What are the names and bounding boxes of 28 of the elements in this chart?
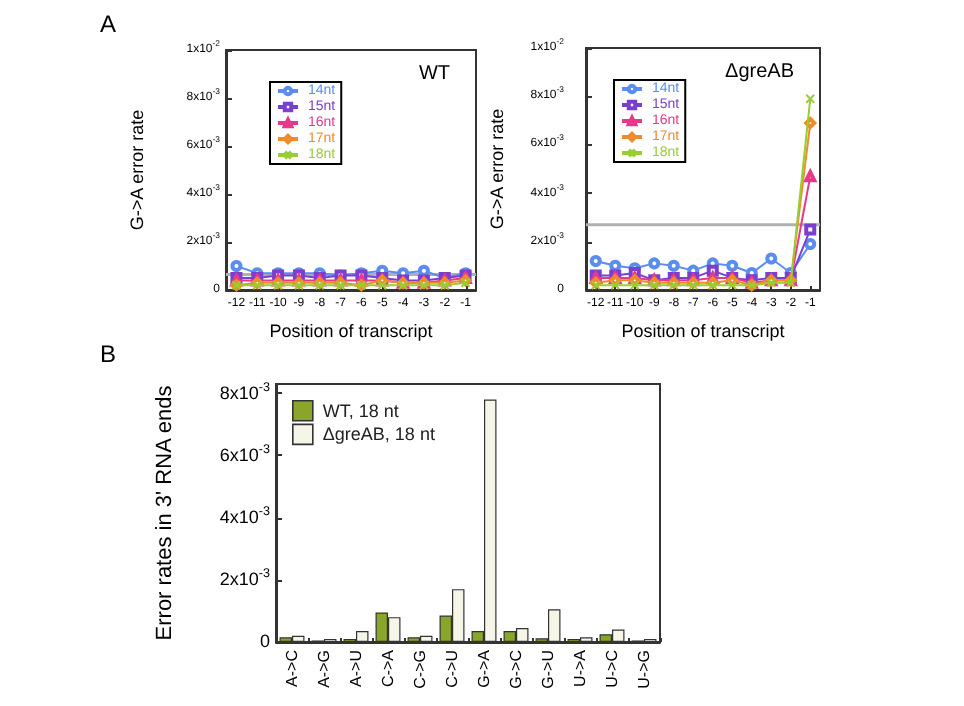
text: WT xyxy=(418,63,450,85)
x-tick-label: U->A xyxy=(571,648,589,687)
x-tick-label: C->G xyxy=(411,650,429,689)
text: A xyxy=(100,10,117,38)
x-tick-label: C->U xyxy=(443,649,461,688)
y-axis-title: G->A error rate xyxy=(127,109,147,231)
y-axis-title: G->A error rate xyxy=(487,108,507,230)
y-tick-label: 6x10$^{-3}$ xyxy=(219,442,270,465)
x-axis-title: Position of transcript xyxy=(269,321,434,341)
x-axis-title: Position of transcript xyxy=(621,321,786,341)
x-tick-label: A->U xyxy=(347,649,365,687)
y-tick-label: 4x10$^{-3}$ xyxy=(219,504,270,527)
x-tick-label: G->C xyxy=(507,649,525,689)
legend-label: WT, 18 nt xyxy=(322,400,400,421)
y-tick-label: 8x10$^{-3}$ xyxy=(219,380,270,403)
x-tick-label: C->A xyxy=(379,648,397,687)
y-axis-title: Error rates in 3' RNA ends xyxy=(153,384,177,641)
x-tick-label: A->C xyxy=(283,649,301,687)
y-tick-label: 0 xyxy=(259,631,270,651)
x-tick-label: A->G xyxy=(315,650,333,688)
x-tick-label: G->A xyxy=(475,648,493,688)
x-tick-label: G->U xyxy=(539,649,557,689)
y-tick-label: 2x10$^{-3}$ xyxy=(219,566,270,589)
x-tick-label: U->G xyxy=(635,650,653,689)
text: ΔgreAB xyxy=(725,61,795,83)
text: B xyxy=(100,340,117,368)
legend-label: ΔgreAB, 18 nt xyxy=(322,424,436,445)
x-tick-label: U->C xyxy=(603,649,621,688)
